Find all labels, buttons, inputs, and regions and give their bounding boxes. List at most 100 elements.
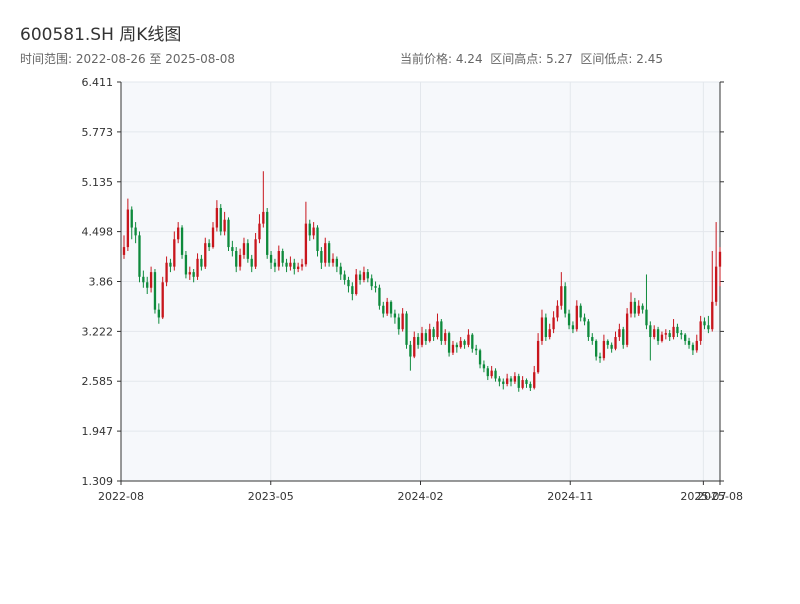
candle-body bbox=[583, 317, 586, 322]
candle-body bbox=[664, 333, 667, 335]
candle-body bbox=[424, 333, 428, 341]
candle-body bbox=[560, 286, 563, 306]
candle-body bbox=[122, 247, 126, 255]
candle-body bbox=[200, 258, 203, 267]
candle-body bbox=[606, 340, 609, 345]
candle-body bbox=[567, 313, 571, 326]
y-tick-label: 2.585 bbox=[82, 375, 114, 388]
candle-body bbox=[211, 227, 215, 248]
candle-body bbox=[378, 287, 381, 306]
candle-body bbox=[405, 313, 408, 345]
candle-body bbox=[138, 235, 141, 277]
candle-body bbox=[637, 305, 640, 314]
candle-body bbox=[273, 262, 277, 267]
candle-body bbox=[432, 329, 435, 338]
candle-body bbox=[486, 368, 489, 377]
candle-body bbox=[134, 227, 137, 236]
candle-body bbox=[467, 334, 470, 345]
candle-body bbox=[308, 223, 311, 236]
candle-body bbox=[536, 340, 540, 373]
candle-body bbox=[254, 239, 257, 267]
candle-body bbox=[478, 350, 482, 365]
candle-body bbox=[196, 258, 199, 277]
candle-body bbox=[300, 264, 304, 267]
candle-body bbox=[192, 272, 195, 277]
candle-body bbox=[653, 329, 656, 338]
candle-body bbox=[587, 321, 590, 338]
x-tick-label: 2024-11 bbox=[547, 490, 593, 503]
candle-body bbox=[227, 219, 230, 248]
candle-body bbox=[420, 333, 424, 345]
y-tick-label: 1.309 bbox=[82, 475, 114, 488]
candle-body bbox=[505, 378, 509, 384]
candle-body bbox=[428, 329, 431, 341]
candle-body bbox=[699, 321, 702, 341]
candle-body bbox=[513, 376, 517, 382]
candle-body bbox=[126, 209, 130, 248]
candle-body bbox=[579, 305, 582, 318]
candle-body bbox=[564, 286, 567, 314]
candle-body bbox=[451, 344, 455, 353]
candle-body bbox=[556, 305, 559, 318]
y-tick-label: 5.773 bbox=[82, 126, 114, 139]
candle-body bbox=[447, 333, 451, 353]
candle-body bbox=[382, 305, 385, 314]
candle-body bbox=[161, 282, 164, 318]
candle-body bbox=[204, 243, 207, 267]
candle-body bbox=[146, 282, 149, 288]
candle-body bbox=[475, 348, 478, 351]
candle-body bbox=[614, 337, 617, 349]
x-tick-label: 2023-05 bbox=[248, 490, 294, 503]
candle-body bbox=[362, 272, 366, 280]
candle-body bbox=[598, 356, 602, 359]
candle-body bbox=[680, 333, 683, 335]
y-tick-label: 5.135 bbox=[82, 176, 114, 189]
candle-body bbox=[571, 325, 575, 330]
candle-body bbox=[293, 262, 296, 269]
candle-body bbox=[718, 251, 722, 267]
candle-body bbox=[509, 378, 513, 382]
candle-body bbox=[327, 243, 331, 263]
candle-body bbox=[490, 370, 493, 377]
candle-body bbox=[374, 286, 377, 288]
candle-body bbox=[533, 372, 536, 388]
y-tick-label: 4.498 bbox=[82, 226, 114, 239]
candle-body bbox=[401, 313, 404, 330]
candle-body bbox=[548, 329, 551, 338]
candle-body bbox=[250, 258, 253, 267]
candle-body bbox=[219, 207, 222, 232]
candle-body bbox=[165, 262, 168, 283]
candle-body bbox=[347, 279, 350, 287]
candle-body bbox=[591, 337, 594, 341]
candle-body bbox=[610, 344, 613, 349]
candle-body bbox=[684, 334, 687, 341]
candle-body bbox=[676, 326, 679, 334]
candle-body bbox=[645, 309, 648, 326]
candle-body bbox=[157, 309, 160, 318]
candle-body bbox=[177, 227, 180, 240]
price-info: 当前价格: 4.24 区间高点: 5.27 区间低点: 2.45 bbox=[400, 51, 663, 66]
candle-body bbox=[358, 274, 362, 280]
candle-body bbox=[173, 239, 176, 267]
candle-body bbox=[277, 251, 280, 267]
candle-body bbox=[687, 340, 691, 345]
candle-body bbox=[618, 329, 621, 338]
candle-body bbox=[355, 274, 358, 295]
candle-body bbox=[594, 340, 598, 357]
candle-body bbox=[142, 276, 145, 283]
candle-body bbox=[386, 301, 389, 314]
candle-body bbox=[494, 370, 497, 379]
candle-body bbox=[316, 227, 319, 252]
candle-body bbox=[444, 333, 447, 341]
candle-body bbox=[269, 254, 273, 263]
candle-body bbox=[602, 340, 606, 359]
candle-body bbox=[463, 340, 466, 345]
candle-body bbox=[498, 378, 501, 382]
candle-body bbox=[153, 272, 157, 310]
candle-body bbox=[529, 383, 532, 388]
candle-body bbox=[339, 266, 342, 275]
candle-body bbox=[455, 344, 458, 348]
candle-body bbox=[691, 344, 695, 351]
candle-body bbox=[289, 262, 292, 267]
